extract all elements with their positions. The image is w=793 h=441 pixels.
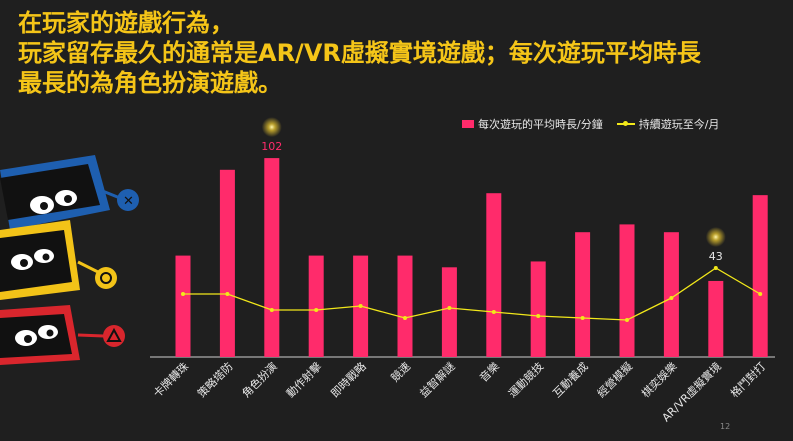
x-tick-label-7: 音樂 [476,359,501,384]
line-point-10 [625,318,629,322]
legend-item-bar: 每次遊玩的平均時長/分鐘 [462,116,603,132]
svg-text:✕: ✕ [123,194,134,209]
line-point-1 [225,292,230,296]
line-point-11 [669,296,674,300]
headline-line-1: 在玩家的遊戲行為， [18,9,234,37]
line-point-12 [713,266,718,270]
headline-line-2: 玩家留存最久的通常是AR/VR虛擬實境遊戲；每次遊玩平均時長 [18,39,701,67]
line-path [183,267,761,321]
x-tick-label-10: 經營模擬 [594,359,635,400]
line-point-2 [269,308,274,312]
line-point-3 [314,308,319,312]
page-number: 12 [720,422,731,431]
bar-7 [486,193,502,357]
x-tick-label-8: 運動競技 [505,359,546,400]
highlight-glow-0 [261,117,282,138]
legend-swatch-line [616,121,635,126]
bar-12 [708,280,724,357]
x-tick-label-13: 格鬥對打 [727,359,768,400]
legend-item-line: 持續遊玩至今/月 [616,116,720,132]
bar-13 [752,195,768,357]
x-tick-label-2: 角色扮演 [239,359,280,400]
headline-line-3: 最長的為角色扮演遊戲。 [18,69,282,97]
bar-10 [619,224,635,357]
data-label-1: 43 [709,250,723,263]
x-tick-label-1: 策略塔防 [195,359,236,400]
bar-9 [575,232,591,357]
x-tick-label-3: 動作射擊 [283,359,324,400]
line-point-9 [580,316,585,320]
headline: 在玩家的遊戲行為， 玩家留存最久的通常是AR/VR虛擬實境遊戲；每次遊玩平均時長… [18,8,788,98]
bar-8 [530,261,546,357]
x-tick-label-6: 益智解謎 [417,359,458,400]
x-tick-label-11: 棋奕娛樂 [639,359,680,400]
x-tick-label-5: 競速 [388,359,413,384]
data-label-0: 102 [261,140,282,153]
x-tick-label-9: 互動養成 [550,359,591,400]
highlight-glow-1 [705,227,726,247]
x-tick-label-4: 即時戰略 [328,359,369,400]
data-labels: 102 43 [261,117,726,263]
line-point-6 [447,306,452,310]
bars-group [175,158,768,357]
x-tick-label-0: 卡牌轉珠 [150,359,191,400]
line-point-13 [758,292,763,296]
bar-6 [441,267,457,357]
line-point-4 [358,304,363,308]
line-series-group [181,266,763,322]
legend-label-bar: 每次遊玩的平均時長/分鐘 [478,118,603,131]
bar-2 [264,158,280,357]
bar-11 [663,232,679,357]
mascot-blue: ✕ [0,155,139,230]
legend-swatch-bar [462,120,474,128]
line-point-0 [181,292,185,296]
bar-3 [308,255,324,357]
bar-1 [219,169,235,357]
mascot-red [0,305,125,365]
game-mascot-illustration: ✕ [0,155,139,365]
bar-0 [175,255,191,357]
line-point-5 [403,316,407,320]
x-tick-labels: 卡牌轉珠 策略塔防 角色扮演 動作射擊 即時戰略 競速 益智解謎 音樂 運動競技 互動養成 經營模擬… [150,359,768,424]
mascot-yellow [0,220,117,300]
legend-label-line: 持續遊玩至今/月 [638,118,720,131]
bar-5 [397,255,413,357]
line-point-8 [536,314,541,318]
line-point-7 [491,310,496,314]
chart-legend: 每次遊玩的平均時長/分鐘 持續遊玩至今/月 [462,116,719,132]
